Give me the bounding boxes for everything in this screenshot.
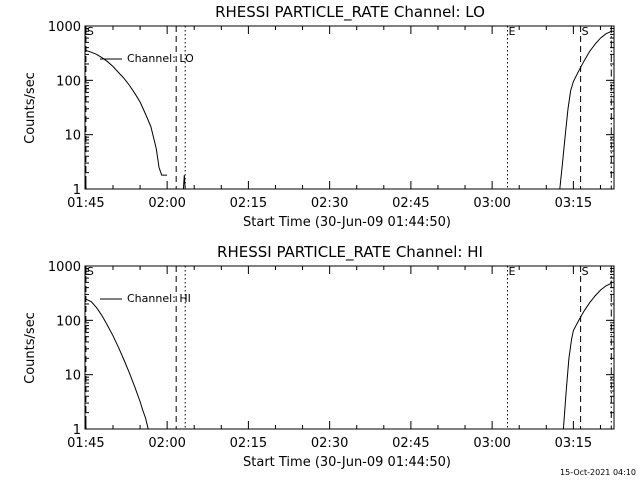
series-line <box>84 49 168 176</box>
chart-title: RHESSI PARTICLE_RATE Channel: LO <box>215 3 485 22</box>
x-tick-label: 02:00 <box>148 196 185 211</box>
x-tick-label: 01:45 <box>67 436 104 451</box>
x-tick-label: 02:30 <box>311 436 348 451</box>
x-tick-label: 03:15 <box>555 196 592 211</box>
y-tick-label: 100 <box>56 74 81 89</box>
legend-label: Channel: LO <box>127 52 194 65</box>
y-tick-label: 100 <box>56 314 81 329</box>
x-tick-label: 01:45 <box>67 196 104 211</box>
x-tick-label: 02:15 <box>230 196 267 211</box>
x-axis-label: Start Time (30-Jun-09 01:44:50) <box>243 215 451 230</box>
series-line <box>562 282 612 430</box>
plot-frame <box>84 265 615 430</box>
event-marker-label: E <box>508 265 515 278</box>
y-axis-label: Counts/sec <box>23 72 38 144</box>
x-tick-label: 02:15 <box>230 436 267 451</box>
event-marker-label: E <box>508 25 515 38</box>
y-tick-label: 1000 <box>48 20 81 35</box>
y-axis-label: Counts/sec <box>23 312 38 384</box>
y-tick-label: 1 <box>73 423 81 438</box>
x-tick-label: 02:45 <box>392 436 429 451</box>
y-tick-label: 1 <box>73 183 81 198</box>
y-tick-label: 10 <box>64 369 81 384</box>
x-tick-label: 03:00 <box>473 436 510 451</box>
x-tick-label: 03:00 <box>473 196 510 211</box>
y-tick-label: 1000 <box>48 260 81 275</box>
x-tick-label: 02:45 <box>392 196 429 211</box>
plot-timestamp: 15-Oct-2021 04:10 <box>560 468 636 477</box>
series-line <box>182 175 186 190</box>
x-tick-label: 02:30 <box>311 196 348 211</box>
x-axis-label: Start Time (30-Jun-09 01:44:50) <box>243 455 451 470</box>
event-marker-label: S <box>87 25 94 38</box>
event-marker-label: S <box>582 25 589 38</box>
event-marker-label: S <box>87 265 94 278</box>
plot-frame <box>84 25 615 190</box>
series-line <box>84 298 149 430</box>
x-tick-label: 03:15 <box>555 436 592 451</box>
event-marker-label: S <box>582 265 589 278</box>
chart-title: RHESSI PARTICLE_RATE Channel: HI <box>217 243 483 262</box>
y-tick-label: 10 <box>64 129 81 144</box>
panel-lo-channel: RHESSI PARTICLE_RATE Channel: LO Start T… <box>23 3 615 230</box>
series-line <box>559 30 612 190</box>
panel-hi-channel: RHESSI PARTICLE_RATE Channel: HI Start T… <box>23 243 615 470</box>
legend-label: Channel: HI <box>127 292 191 305</box>
x-tick-label: 02:00 <box>148 436 185 451</box>
